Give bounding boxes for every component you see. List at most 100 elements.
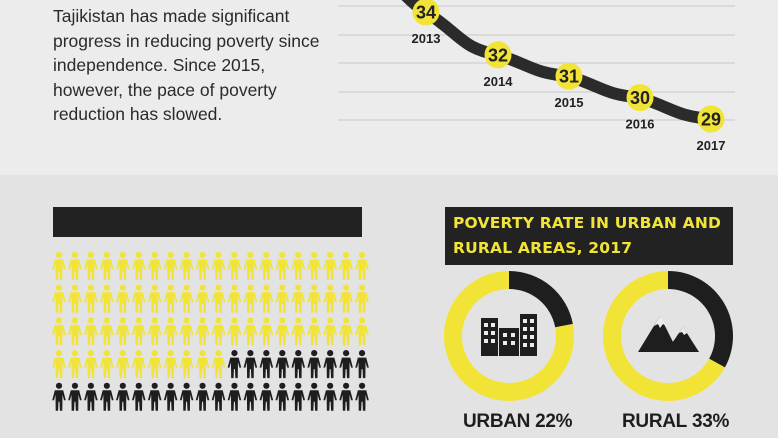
person-icon bbox=[147, 382, 162, 411]
person-icon bbox=[243, 317, 258, 346]
person-icon bbox=[68, 382, 82, 411]
person-icon bbox=[131, 317, 146, 346]
urban-rural-title: POVERTY RATE IN URBAN AND RURAL AREAS, 2… bbox=[445, 207, 733, 265]
donut-rest-slice bbox=[603, 271, 725, 401]
person-icon bbox=[163, 251, 178, 280]
person-icon bbox=[195, 350, 210, 379]
person-icon bbox=[355, 317, 369, 346]
person-icon bbox=[131, 350, 146, 379]
person-icon bbox=[307, 317, 321, 346]
person-icon bbox=[259, 317, 274, 346]
person-icon bbox=[291, 251, 306, 280]
person-icon bbox=[179, 284, 194, 313]
person-icon bbox=[195, 317, 210, 346]
person-icon bbox=[307, 350, 321, 379]
person-icon bbox=[211, 382, 226, 411]
person-icon bbox=[211, 350, 226, 379]
person-icon bbox=[100, 350, 114, 379]
person-icon bbox=[68, 317, 82, 346]
rural-label-value: 33% bbox=[691, 411, 730, 432]
data-point bbox=[484, 41, 512, 69]
rural-label-name: RURAL bbox=[622, 411, 687, 432]
person-icon bbox=[84, 251, 98, 280]
person-icon bbox=[307, 251, 321, 280]
person-icon bbox=[68, 284, 82, 313]
person-icon bbox=[259, 284, 274, 313]
urban-label-name: URBAN bbox=[463, 411, 531, 432]
person-icon bbox=[131, 251, 146, 280]
person-icon bbox=[227, 251, 242, 280]
person-icon bbox=[163, 317, 178, 346]
person-icon bbox=[323, 350, 337, 379]
person-icon bbox=[147, 350, 162, 379]
data-label: 34 bbox=[416, 3, 436, 23]
person-icon bbox=[227, 382, 242, 411]
person-icon bbox=[307, 284, 321, 313]
x-tick-label: 2017 bbox=[697, 138, 726, 153]
person-icon bbox=[291, 382, 306, 411]
national-poverty-title bbox=[53, 207, 362, 237]
person-icon bbox=[275, 284, 290, 313]
person-icon bbox=[243, 251, 258, 280]
person-icon bbox=[355, 284, 369, 313]
person-icon bbox=[179, 251, 194, 280]
person-icon bbox=[259, 251, 274, 280]
person-icon bbox=[227, 350, 242, 379]
x-tick-label: 2013 bbox=[412, 31, 441, 46]
person-icon bbox=[52, 317, 66, 346]
data-label: 29 bbox=[701, 110, 721, 130]
data-point bbox=[412, 0, 440, 26]
person-icon bbox=[116, 284, 130, 313]
person-icon bbox=[323, 382, 337, 411]
person-icon bbox=[243, 284, 258, 313]
person-icon bbox=[100, 251, 114, 280]
x-tick-label: 2016 bbox=[626, 117, 655, 132]
person-icon bbox=[68, 350, 82, 379]
data-point bbox=[555, 62, 583, 90]
intro-text: Tajikistan has made significant progress… bbox=[53, 6, 320, 124]
person-icon bbox=[84, 382, 98, 411]
person-icon bbox=[259, 382, 274, 411]
person-icon bbox=[275, 382, 290, 411]
person-icon bbox=[195, 251, 210, 280]
person-icon bbox=[291, 317, 306, 346]
person-icon bbox=[211, 317, 226, 346]
person-icon bbox=[147, 317, 162, 346]
person-icon bbox=[355, 382, 369, 411]
person-icon bbox=[339, 317, 353, 346]
person-icon bbox=[84, 317, 98, 346]
person-icon bbox=[243, 350, 258, 379]
person-icon bbox=[211, 284, 226, 313]
person-icon bbox=[275, 251, 290, 280]
person-icon bbox=[195, 382, 210, 411]
person-icon bbox=[211, 251, 226, 280]
person-icon bbox=[339, 350, 353, 379]
person-icon bbox=[339, 382, 353, 411]
person-icon bbox=[243, 382, 258, 411]
person-icon bbox=[355, 251, 369, 280]
mountains-icon bbox=[638, 316, 699, 352]
person-icon bbox=[163, 350, 178, 379]
data-point bbox=[697, 105, 725, 133]
person-icon bbox=[323, 251, 337, 280]
person-icon bbox=[52, 382, 66, 411]
data-label: 31 bbox=[559, 67, 579, 87]
person-icon bbox=[355, 350, 369, 379]
person-icon bbox=[227, 284, 242, 313]
person-icon bbox=[259, 350, 274, 379]
x-tick-label: 2015 bbox=[555, 95, 584, 110]
person-icon bbox=[275, 317, 290, 346]
donut-poverty-slice bbox=[509, 271, 573, 328]
person-icon bbox=[179, 317, 194, 346]
x-tick-label: 2014 bbox=[484, 74, 514, 89]
urban-label: URBAN 22% bbox=[463, 411, 573, 433]
person-icon bbox=[307, 382, 321, 411]
person-icon bbox=[291, 350, 306, 379]
city-buildings-icon bbox=[481, 314, 537, 356]
person-icon bbox=[291, 284, 306, 313]
person-icon bbox=[147, 251, 162, 280]
person-icon bbox=[179, 382, 194, 411]
donut-poverty-slice bbox=[668, 271, 734, 368]
data-point bbox=[626, 84, 654, 112]
